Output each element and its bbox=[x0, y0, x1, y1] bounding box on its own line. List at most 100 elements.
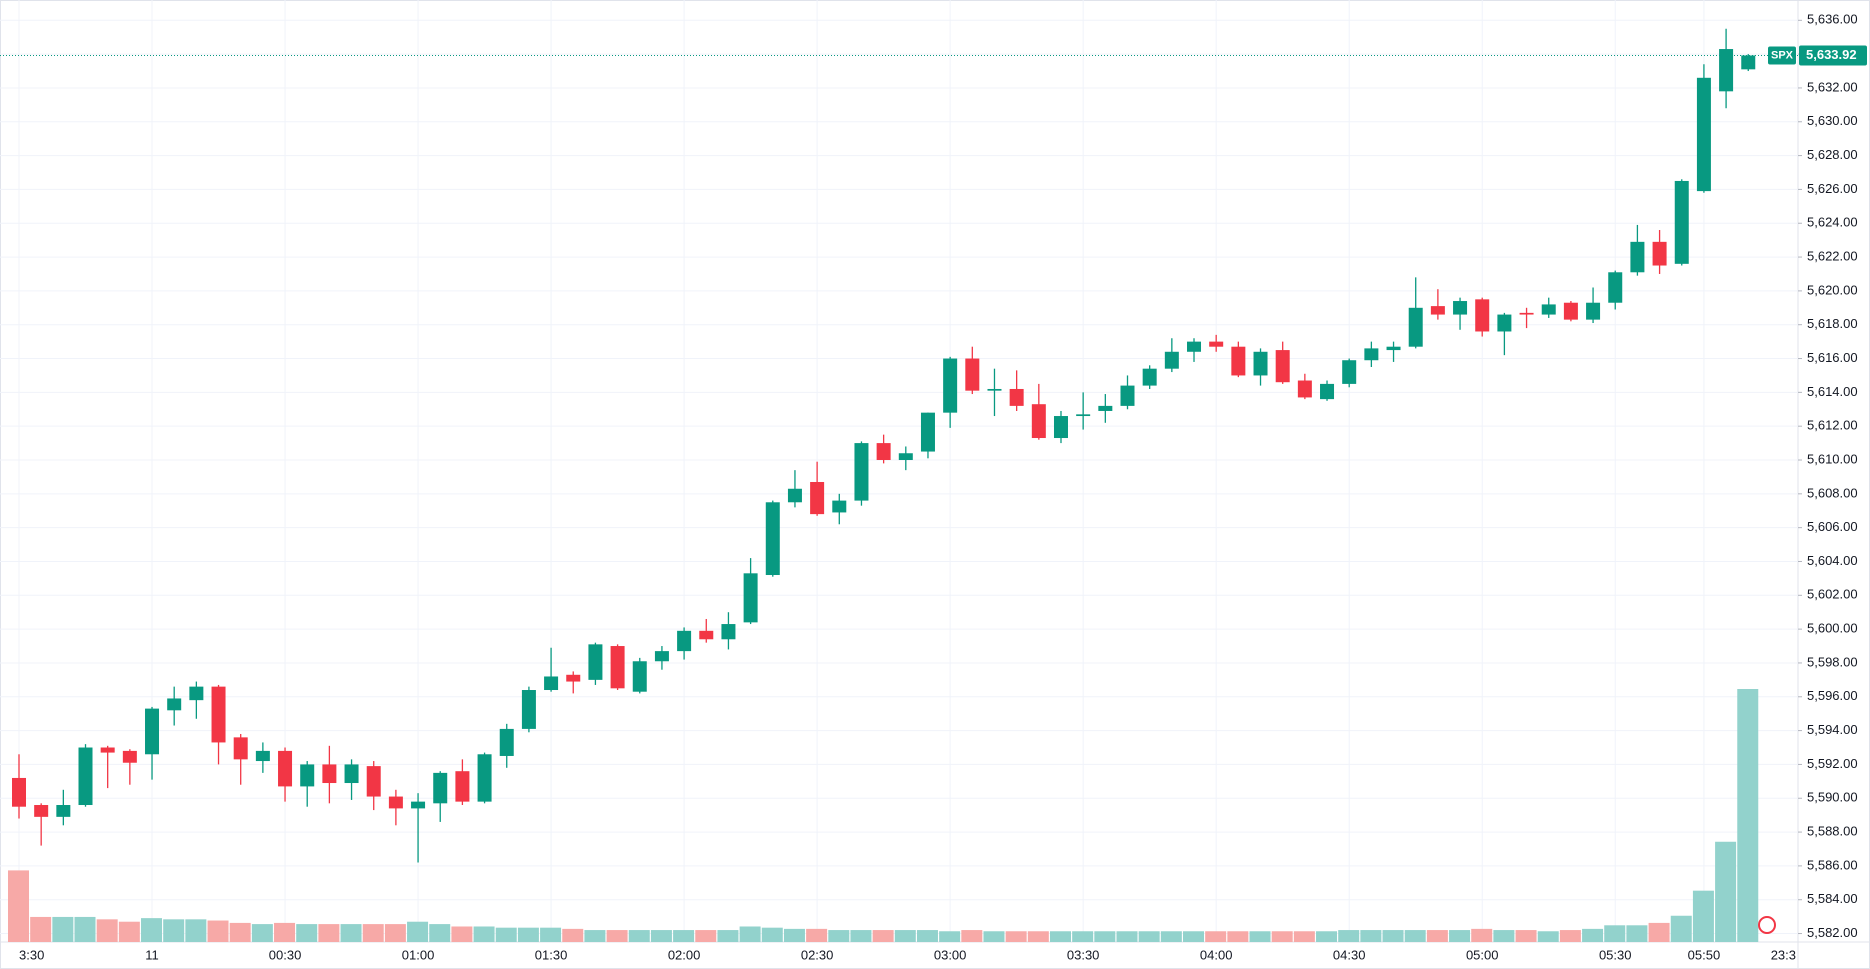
candle-body bbox=[1275, 350, 1290, 383]
candle-body bbox=[477, 754, 492, 802]
volume-bar bbox=[1582, 928, 1604, 942]
volume-bar bbox=[1116, 931, 1138, 942]
candle-body bbox=[255, 750, 270, 762]
volume-bar bbox=[850, 930, 872, 942]
y-tick-label: 5,622.00 bbox=[1807, 249, 1858, 264]
last-price-label: 5,633.92 bbox=[1806, 47, 1857, 62]
candle-body bbox=[1364, 348, 1379, 361]
volume-bar bbox=[1404, 930, 1426, 942]
volume-bar bbox=[939, 931, 961, 942]
candle-body bbox=[832, 500, 847, 513]
candle-body bbox=[1475, 299, 1490, 332]
flag-icon[interactable] bbox=[1758, 916, 1776, 934]
x-tick-label: 05:50 bbox=[1688, 947, 1721, 962]
volume-bar bbox=[1249, 931, 1271, 942]
candle-body bbox=[1009, 388, 1024, 406]
y-tick-label: 5,598.00 bbox=[1807, 654, 1858, 669]
y-tick-label: 5,618.00 bbox=[1807, 316, 1858, 331]
candle-body bbox=[854, 443, 869, 501]
volume-bar bbox=[872, 930, 894, 942]
volume-bar bbox=[495, 927, 517, 942]
candle-body bbox=[566, 674, 581, 682]
candle-body bbox=[943, 358, 958, 413]
volume-bar bbox=[628, 930, 650, 942]
y-tick-label: 5,612.00 bbox=[1807, 418, 1858, 433]
labels: 5,582.00 5,584.00 5,586.00 5,588.00 5,590.00… bbox=[0, 12, 1867, 962]
volume-bar bbox=[207, 920, 229, 942]
y-tick-label: 5,590.00 bbox=[1807, 790, 1858, 805]
candle-body bbox=[787, 488, 802, 503]
volume-bar bbox=[30, 916, 52, 942]
volume-bar bbox=[451, 926, 473, 942]
candle-body bbox=[388, 796, 403, 809]
volume-bar bbox=[1227, 931, 1249, 942]
candle-body bbox=[1652, 241, 1667, 266]
y-tick-label: 5,616.00 bbox=[1807, 350, 1858, 365]
candle-body bbox=[1608, 272, 1623, 303]
volume-bar bbox=[141, 918, 163, 942]
x-tick-label: 11 bbox=[145, 947, 159, 962]
volume-bar bbox=[1426, 930, 1448, 942]
volume-bar bbox=[695, 930, 717, 942]
candle-body bbox=[300, 764, 315, 787]
candle-body bbox=[1231, 346, 1246, 376]
volume-bar bbox=[783, 928, 805, 942]
y-tick-label: 5,604.00 bbox=[1807, 553, 1858, 568]
volume-bar bbox=[274, 922, 296, 942]
x-tick-label: 03:30 bbox=[1067, 947, 1100, 962]
candle-body bbox=[145, 708, 160, 755]
x-tick-label: 01:30 bbox=[535, 947, 568, 962]
volume-bar bbox=[828, 930, 850, 942]
volume-bar bbox=[739, 926, 761, 942]
candle-body bbox=[433, 772, 448, 804]
y-tick-label: 5,608.00 bbox=[1807, 485, 1858, 500]
candle-body bbox=[189, 686, 204, 701]
y-tick-label: 5,586.00 bbox=[1807, 857, 1858, 872]
y-tick-label: 5,636.00 bbox=[1807, 12, 1858, 27]
volume-bar bbox=[517, 927, 539, 942]
y-tick-label: 5,592.00 bbox=[1807, 756, 1858, 771]
candle-body bbox=[455, 771, 470, 802]
candle-body bbox=[721, 624, 736, 640]
y-tick-label: 5,626.00 bbox=[1807, 181, 1858, 196]
x-tick-label: 01:00 bbox=[402, 947, 435, 962]
volume-bar bbox=[362, 924, 384, 942]
volume-bar bbox=[118, 921, 140, 942]
candle-body bbox=[1719, 49, 1734, 92]
candle-body bbox=[654, 651, 669, 662]
x-tick-label: 03:00 bbox=[934, 947, 967, 962]
volume-bar bbox=[384, 924, 406, 942]
volume-bar bbox=[340, 924, 362, 942]
volume-bar bbox=[1183, 931, 1205, 942]
candle-body bbox=[1519, 312, 1534, 315]
y-tick-label: 5,620.00 bbox=[1807, 282, 1858, 297]
candle-body bbox=[1586, 302, 1601, 320]
candle-body bbox=[632, 661, 647, 692]
volume-bar bbox=[296, 924, 318, 942]
candle-body bbox=[1297, 380, 1312, 398]
candle-body bbox=[898, 453, 913, 461]
candle-body bbox=[12, 777, 26, 807]
x-tick-label: 04:30 bbox=[1333, 947, 1366, 962]
volume-bar bbox=[540, 927, 562, 942]
volume-bar bbox=[52, 916, 74, 942]
candle-body bbox=[1142, 368, 1157, 386]
volume-bar bbox=[717, 930, 739, 942]
y-tick-label: 5,630.00 bbox=[1807, 113, 1858, 128]
x-tick-label: 00:30 bbox=[269, 947, 302, 962]
candle-body bbox=[499, 728, 514, 756]
volume-bar bbox=[1692, 890, 1714, 942]
candle-body bbox=[1342, 360, 1357, 384]
volume-bar bbox=[163, 919, 185, 942]
candle-body bbox=[1497, 314, 1512, 332]
volume-bar bbox=[1160, 931, 1182, 942]
volume-bar bbox=[1471, 928, 1493, 942]
volume-bar bbox=[916, 930, 938, 942]
volume-bar bbox=[1271, 931, 1293, 942]
candle-body bbox=[544, 676, 559, 691]
candle-body bbox=[743, 573, 758, 623]
volume-bar bbox=[1626, 925, 1648, 942]
volume-bar bbox=[1027, 931, 1049, 942]
